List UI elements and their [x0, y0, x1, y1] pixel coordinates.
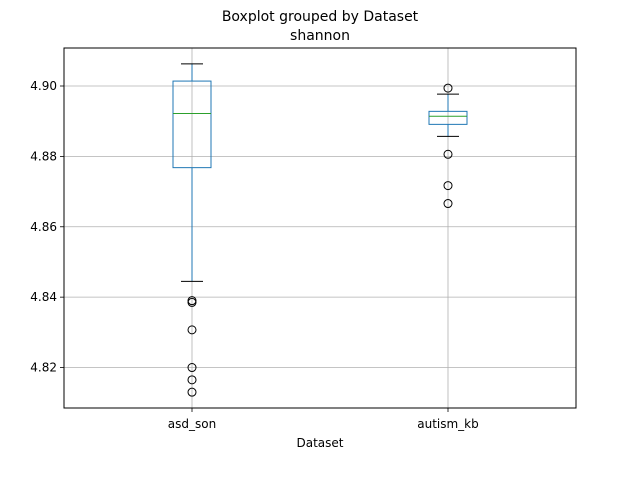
- y-tick-label: 4.88: [30, 149, 57, 163]
- x-axis-label: Dataset: [297, 436, 344, 450]
- chart-subtitle: shannon: [290, 28, 350, 44]
- plot-frame: [63, 47, 577, 409]
- outlier-point: [187, 375, 197, 385]
- outlier-point: [443, 149, 453, 159]
- outlier-point: [187, 297, 197, 307]
- iqr-box: [428, 110, 468, 125]
- outlier-point: [187, 363, 197, 373]
- x-tick-label: asd_son: [168, 417, 216, 431]
- outlier-point: [443, 199, 453, 209]
- outlier-point: [443, 181, 453, 191]
- y-tick-label: 4.86: [30, 220, 57, 234]
- tick-layer: 4.82 4.84 4.86 4.88 4.90 asd_son autism_kb: [30, 79, 478, 431]
- iqr-box: [172, 80, 212, 169]
- y-tick-label: 4.82: [30, 361, 57, 375]
- y-tick-label: 4.90: [30, 79, 57, 93]
- outlier-point: [187, 325, 197, 335]
- box-layer: [172, 63, 468, 397]
- y-tick-label: 4.84: [30, 290, 57, 304]
- outlier-point: [187, 387, 197, 397]
- x-tick-label: autism_kb: [417, 417, 479, 431]
- outlier-point: [443, 83, 453, 93]
- chart-title: Boxplot grouped by Dataset: [222, 9, 419, 25]
